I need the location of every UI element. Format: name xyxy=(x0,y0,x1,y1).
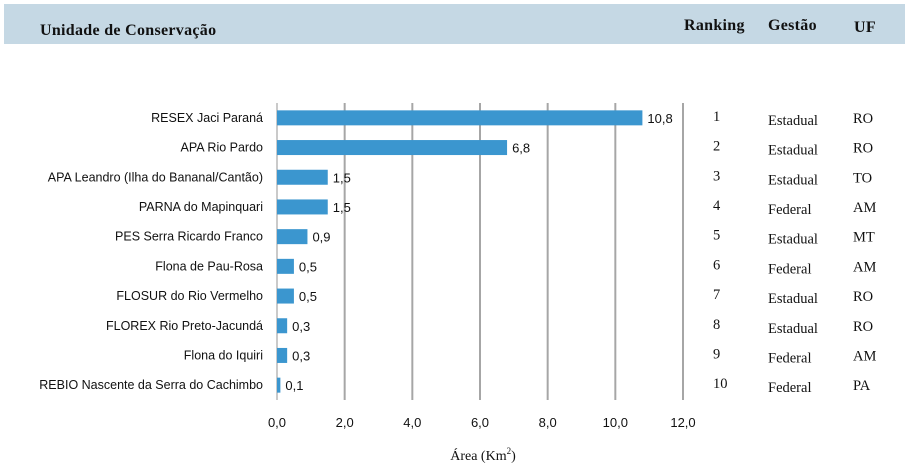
x-tick-label: 2,0 xyxy=(336,415,354,430)
bar-value-label: 0,3 xyxy=(292,348,310,363)
gestao-cell: Federal xyxy=(768,261,811,277)
category-labels: RESEX Jaci Paraná APA Rio Pardo APA Leandr… xyxy=(39,111,263,392)
header-ranking: Ranking xyxy=(684,17,745,34)
x-tick-label: 8,0 xyxy=(539,415,557,430)
ranking-cell: 7 xyxy=(713,287,720,303)
uf-cell: AM xyxy=(853,259,876,275)
x-tick-label: 4,0 xyxy=(403,415,421,430)
bar-value-label: 0,5 xyxy=(299,289,317,304)
bar xyxy=(277,229,308,245)
x-axis-title-main: Área (Km xyxy=(450,447,506,464)
gestao-cell: Federal xyxy=(768,380,811,396)
ranking-table: 1 Estadual RO 2 Estadual RO 3 Estadual TO 4 Federa… xyxy=(713,109,876,396)
bar xyxy=(277,199,328,215)
bar xyxy=(277,169,328,185)
ranking-cell: 8 xyxy=(713,317,720,333)
category-label: PARNA do Mapinquari xyxy=(139,200,263,214)
uf-cell: TO xyxy=(853,170,872,186)
header-uf: UF xyxy=(854,19,876,36)
bar-value-label: 0,9 xyxy=(312,230,330,245)
header-title: Unidade de Conservação xyxy=(40,22,217,39)
category-label: APA Rio Pardo xyxy=(181,141,264,155)
category-label: PES Serra Ricardo Franco xyxy=(115,230,263,244)
bar xyxy=(277,377,281,393)
bar-value-label: 1,5 xyxy=(333,200,351,215)
bar xyxy=(277,110,643,126)
x-tick-label: 10,0 xyxy=(603,415,628,430)
ranking-cell: 10 xyxy=(713,376,728,392)
gestao-cell: Federal xyxy=(768,350,811,366)
bar xyxy=(277,258,294,274)
bar-value-label: 6,8 xyxy=(512,141,530,156)
uf-cell: MT xyxy=(853,230,875,246)
ranking-cell: 6 xyxy=(713,257,720,273)
category-label: REBIO Nascente da Serra do Cachimbo xyxy=(39,378,263,392)
uf-cell: RO xyxy=(853,289,873,305)
uf-cell: RO xyxy=(853,319,873,335)
x-tick-label: 12,0 xyxy=(670,415,695,430)
bar-value-label: 10,8 xyxy=(647,111,672,126)
category-label: Flona de Pau-Rosa xyxy=(155,259,263,273)
ranking-cell: 4 xyxy=(713,198,721,214)
x-axis-title-end: ) xyxy=(511,449,516,464)
category-label: FLOSUR do Rio Vermelho xyxy=(116,289,263,303)
gestao-cell: Estadual xyxy=(768,232,818,248)
uf-cell: PA xyxy=(853,378,871,394)
category-label: RESEX Jaci Paraná xyxy=(151,111,263,125)
ranking-cell: 3 xyxy=(713,168,720,184)
x-tick-labels: 0,0 2,0 4,0 6,0 8,0 10,0 12,0 xyxy=(268,415,696,430)
bar xyxy=(277,318,288,334)
category-label: FLOREX Rio Preto-Jacundá xyxy=(106,319,263,333)
uf-cell: RO xyxy=(853,141,873,157)
ranking-cell: 2 xyxy=(713,139,720,155)
gestao-cell: Estadual xyxy=(768,291,818,307)
bar xyxy=(277,140,508,156)
bar-value-label: 0,3 xyxy=(292,319,310,334)
bar-value-label: 0,1 xyxy=(285,378,303,393)
bar xyxy=(277,288,294,304)
header-gestao: Gestão xyxy=(768,17,817,34)
x-tick-label: 6,0 xyxy=(471,415,489,430)
gestao-cell: Estadual xyxy=(768,172,818,188)
bar-value-label: 1,5 xyxy=(333,170,351,185)
category-label: APA Leandro (Ilha do Bananal/Cantão) xyxy=(48,170,263,184)
x-axis-title: Área (Km2) xyxy=(450,446,516,464)
x-axis-title-sup: 2 xyxy=(507,446,512,456)
uf-cell: RO xyxy=(853,111,873,127)
gestao-cell: Federal xyxy=(768,202,811,218)
ranking-cell: 5 xyxy=(713,228,720,244)
bar-value-label: 0,5 xyxy=(299,259,317,274)
x-tick-label: 0,0 xyxy=(268,415,286,430)
gestao-cell: Estadual xyxy=(768,321,818,337)
gestao-cell: Estadual xyxy=(768,113,818,129)
bar xyxy=(277,347,288,363)
ranking-cell: 1 xyxy=(713,109,720,125)
bars: 10,86,81,51,50,90,50,50,30,30,1 xyxy=(277,110,673,393)
ranking-cell: 9 xyxy=(713,346,720,362)
uf-cell: AM xyxy=(853,348,876,364)
table-header: Unidade de Conservação Ranking Gestão UF xyxy=(4,4,905,44)
uf-cell: AM xyxy=(853,200,876,216)
category-label: Flona do Iquiri xyxy=(184,348,263,362)
gestao-cell: Estadual xyxy=(768,143,818,159)
